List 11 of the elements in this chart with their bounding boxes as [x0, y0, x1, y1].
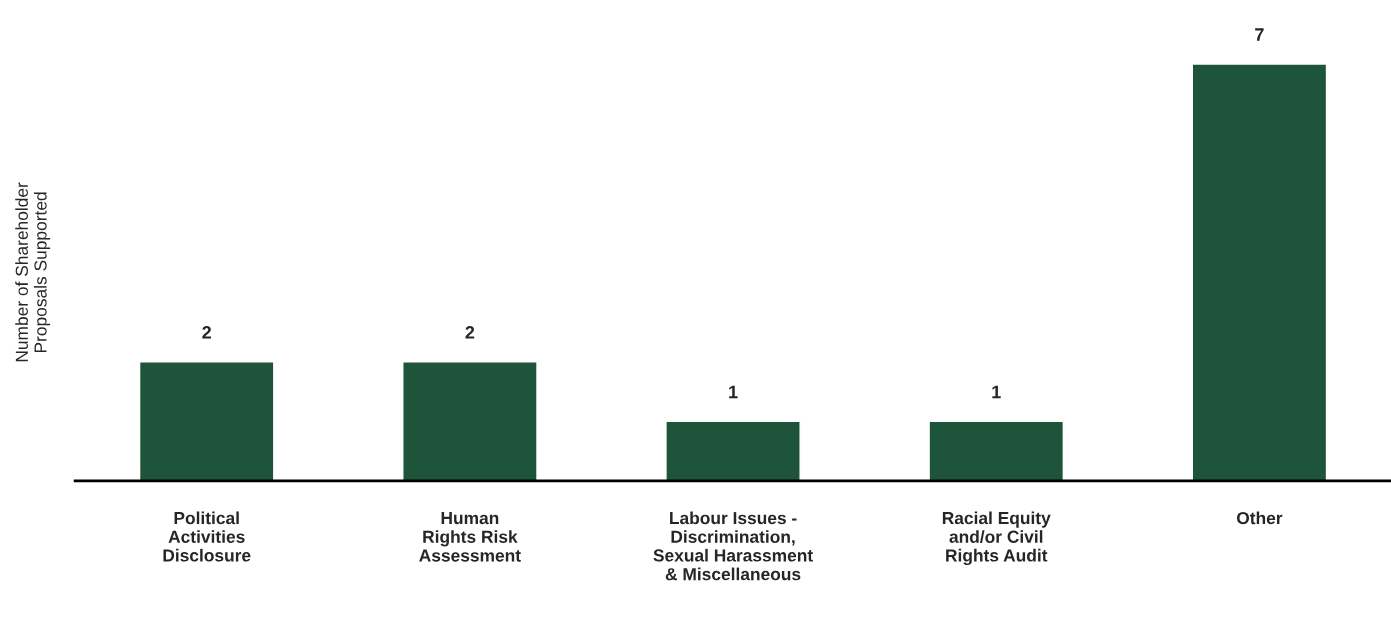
data-label: 1 [992, 385, 1001, 399]
data-label: 1 [729, 385, 738, 399]
x-tick-label: Human Rights Risk Assessment [419, 512, 521, 562]
x-tick-label: Labour Issues - Discrimination, Sexual Harassment & Miscellaneous [653, 511, 813, 581]
data-label: 2 [202, 325, 211, 339]
y-axis-title: Number of Shareholder Proposals Supported [15, 182, 51, 362]
x-tick-label: Racial Equity and/or Civil Rights Audit [942, 511, 1051, 566]
x-tick-label: Political Activities Disclosure [163, 511, 251, 562]
data-label: 7 [1255, 28, 1264, 41]
x-tick-label: Other [1236, 511, 1283, 525]
data-label: 2 [465, 325, 475, 339]
